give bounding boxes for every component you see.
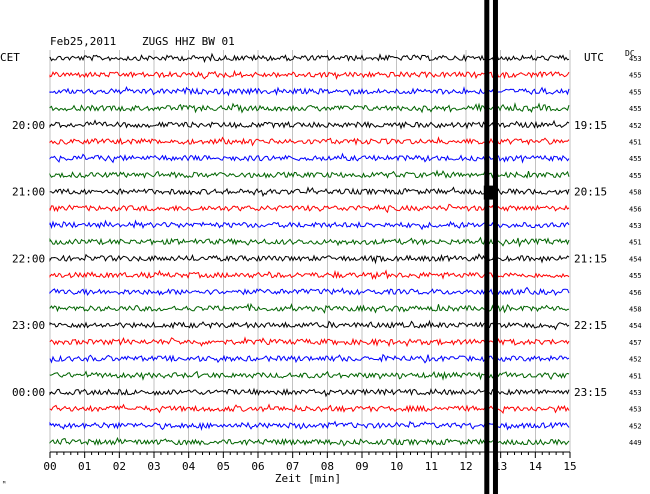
left-time-label: 00:00 xyxy=(12,386,45,399)
dc-offset-label: 458 xyxy=(629,306,642,314)
trace-row-24 xyxy=(49,436,570,447)
x-tick-label: 04 xyxy=(182,460,196,473)
dc-offset-label: 455 xyxy=(629,155,642,163)
x-axis-label: Zeit [min] xyxy=(275,472,341,485)
dc-offset-label: 451 xyxy=(629,372,642,380)
trace-row-6 xyxy=(49,136,570,147)
dc-offset-label: 453 xyxy=(629,222,642,230)
x-tick-label: 02 xyxy=(113,460,126,473)
x-axis-ticks: 00 01 02 03 04 05 06 07 08 09 10 11 12 13 14 15 xyxy=(43,452,577,473)
right-time-label: 22:15 xyxy=(574,319,607,332)
x-tick-label: 01 xyxy=(78,460,91,473)
trace-row-16 xyxy=(49,302,570,314)
trace-row-18 xyxy=(49,336,570,348)
trace-row-7 xyxy=(49,152,570,164)
trace-row-17 xyxy=(49,319,570,331)
dc-offset-label: 456 xyxy=(629,205,642,213)
trace-row-19 xyxy=(49,353,570,364)
time-labels: 20:00 21:00 22:00 23:00 00:00 19:15 20:15 21:15… xyxy=(12,119,607,399)
dc-offset-labels: 453 455 455 455 452 451 455 455 458 456 453 451 454 4… xyxy=(629,55,642,447)
dc-offset-label: 449 xyxy=(629,439,642,447)
dc-offset-label: 452 xyxy=(629,422,642,430)
dc-offset-label: 458 xyxy=(629,189,642,197)
trace-row-11 xyxy=(49,219,570,231)
dc-offset-label: 451 xyxy=(629,239,642,247)
trace-row-21 xyxy=(49,387,570,398)
dc-offset-label: 453 xyxy=(629,389,642,397)
x-tick-label: 12 xyxy=(459,460,472,473)
x-tick-label: 06 xyxy=(251,460,264,473)
dc-offset-label: 455 xyxy=(629,272,642,280)
dc-offset-label: 455 xyxy=(629,172,642,180)
trace-row-12 xyxy=(49,236,570,248)
dc-column-label: DC xyxy=(625,49,635,58)
x-tick-label: 00 xyxy=(43,460,56,473)
x-tick-label: 07 xyxy=(286,460,299,473)
x-tick-label: 13 xyxy=(494,460,507,473)
trace-row-22 xyxy=(49,403,570,415)
dc-offset-label: 454 xyxy=(629,255,642,263)
left-time-label: 22:00 xyxy=(12,252,45,265)
dc-offset-label: 457 xyxy=(629,339,642,347)
dc-offset-label: 455 xyxy=(629,105,642,113)
trace-row-1 xyxy=(49,52,570,64)
x-tick-label: 15 xyxy=(563,460,576,473)
left-time-label: 21:00 xyxy=(12,186,45,199)
trace-row-9 xyxy=(49,186,570,197)
dc-offset-label: 454 xyxy=(629,322,642,330)
trace-row-5 xyxy=(49,119,570,130)
trace-row-13 xyxy=(49,253,570,265)
dc-offset-label: 453 xyxy=(629,55,642,63)
dc-offset-label: 455 xyxy=(629,88,642,96)
right-time-label: 23:15 xyxy=(574,386,607,399)
dc-offset-label: 456 xyxy=(629,289,642,297)
trace-row-10 xyxy=(49,203,570,214)
event-markers xyxy=(483,0,498,494)
trace-row-20 xyxy=(49,370,570,381)
dc-offset-label: 451 xyxy=(629,139,642,147)
left-timezone-label: CET xyxy=(0,51,20,64)
dc-offset-label: 455 xyxy=(629,72,642,80)
right-time-label: 20:15 xyxy=(574,186,607,199)
x-tick-label: 08 xyxy=(321,460,334,473)
trace-row-23 xyxy=(49,420,570,432)
event-blob xyxy=(483,185,498,200)
chart-station: ZUGS HHZ BW 01 xyxy=(142,35,235,48)
trace-row-14 xyxy=(49,269,570,281)
trace-row-3 xyxy=(49,86,570,97)
left-time-label: 23:00 xyxy=(12,319,45,332)
trace-row-4 xyxy=(49,101,570,114)
x-tick-label: 03 xyxy=(147,460,160,473)
left-time-label: 20:00 xyxy=(12,119,45,132)
dc-offset-label: 453 xyxy=(629,406,642,414)
chart-date: Feb25,2011 xyxy=(50,35,116,48)
x-tick-label: 09 xyxy=(355,460,368,473)
trace-row-15 xyxy=(49,286,570,298)
trace-group xyxy=(49,52,570,447)
right-time-label: 19:15 xyxy=(574,119,607,132)
right-timezone-label: UTC xyxy=(584,51,604,64)
trace-row-8 xyxy=(49,169,570,180)
dc-offset-label: 452 xyxy=(629,122,642,130)
x-tick-label: 10 xyxy=(390,460,403,473)
x-tick-label: 14 xyxy=(529,460,543,473)
trace-row-2 xyxy=(49,69,570,81)
dc-offset-label: 452 xyxy=(629,356,642,364)
x-tick-label: 11 xyxy=(425,460,438,473)
minute-grid xyxy=(49,50,571,452)
x-tick-label: 05 xyxy=(217,460,230,473)
corner-mark: ᴹ xyxy=(2,480,6,488)
right-time-label: 21:15 xyxy=(574,252,607,265)
